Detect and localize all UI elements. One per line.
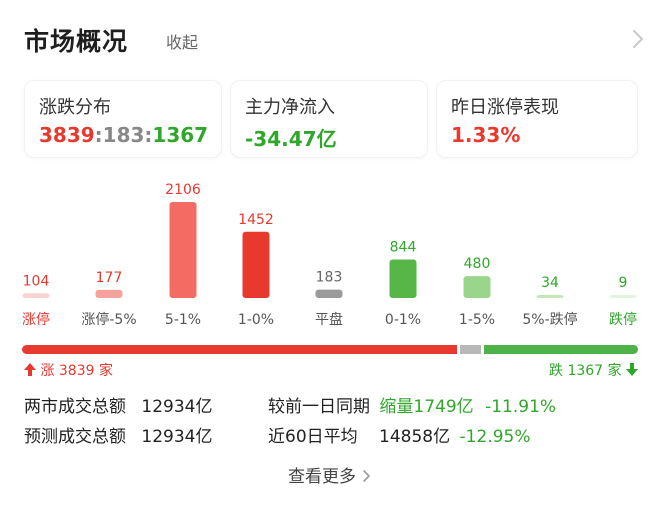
category-label-6: 1-5% — [459, 312, 495, 328]
turnover-value: 12934亿 — [141, 397, 213, 417]
bar-1 — [95, 289, 123, 298]
forecast-row: 预测成交总额 12934亿 — [24, 422, 213, 447]
category-label-3: 1-0% — [238, 312, 274, 328]
up-down-ratio-bar — [22, 345, 638, 354]
category-label-2: 5-1% — [165, 312, 201, 328]
chart-svg: 104 涨停 177 涨停-5% 2106 5-1% 1452 1-0% 183 平盘 844 0-1… — [22, 182, 637, 328]
compare-pct: -11.91% — [485, 397, 557, 417]
distribution-bar-chart: 104 涨停 177 涨停-5% 2106 5-1% 1452 1-0% 183 平盘 844 0-1… — [0, 170, 660, 340]
up-total-text: 涨 3839 家 — [40, 363, 113, 379]
avg60-pct: -12.95% — [459, 427, 531, 447]
bar-value-label-2: 2106 — [165, 182, 201, 198]
bar-value-label-4: 183 — [316, 270, 343, 286]
category-label-5: 0-1% — [385, 312, 421, 328]
forecast-label: 预测成交总额 — [24, 427, 126, 447]
category-label-0: 涨停 — [22, 311, 50, 328]
arrow-down-icon — [626, 363, 638, 376]
bar-3 — [242, 231, 270, 298]
bar-6 — [463, 276, 491, 298]
summary-cards: 涨跌分布 3839:183:1367 主力净流入 -34.47亿 昨日涨停表现 … — [24, 80, 638, 158]
bar-8 — [609, 295, 637, 298]
net-inflow-value: -34.47亿 — [245, 127, 337, 151]
separator: : — [94, 123, 103, 147]
distribution-card[interactable]: 涨跌分布 3839:183:1367 — [24, 80, 222, 158]
view-more-label: 查看更多 — [288, 467, 356, 487]
category-label-1: 涨停-5% — [81, 311, 136, 328]
arrow-up-icon — [24, 363, 36, 376]
category-label-8: 跌停 — [609, 311, 637, 328]
net-inflow-card[interactable]: 主力净流入 -34.47亿 — [230, 80, 428, 158]
down-ratio-segment — [484, 345, 638, 354]
view-more-button[interactable]: 查看更多 — [288, 462, 371, 487]
distribution-value: 3839:183:1367 — [39, 123, 208, 147]
avg60-label: 近60日平均 — [268, 427, 358, 447]
limit-up-performance-value: 1.33% — [451, 123, 521, 147]
separator: : — [144, 123, 153, 147]
bar-4 — [315, 289, 343, 298]
distribution-label: 涨跌分布 — [39, 97, 111, 118]
category-label-7: 5%-跌停 — [522, 311, 577, 328]
up-count: 3839 — [39, 123, 95, 147]
collapse-button[interactable]: 收起 — [166, 33, 199, 52]
turnover-row: 两市成交总额 12934亿 — [24, 392, 213, 417]
market-overview-header: 市场概况 收起 — [0, 0, 660, 78]
limit-up-performance-label: 昨日涨停表现 — [451, 97, 559, 118]
avg60-row: 近60日平均 14858亿 -12.95% — [268, 422, 531, 447]
down-count: 1367 — [152, 123, 209, 147]
compare-row: 较前一日同期 缩量1749亿 -11.91% — [268, 392, 556, 417]
net-inflow-label: 主力净流入 — [245, 97, 335, 118]
bar-value-label-0: 104 — [23, 273, 50, 289]
bar-value-label-7: 34 — [541, 275, 559, 291]
bar-value-label-5: 844 — [390, 240, 417, 256]
bar-value-label-1: 177 — [96, 270, 123, 286]
turnover-label: 两市成交总额 — [24, 397, 126, 417]
chevron-right-icon — [363, 470, 371, 482]
page-title: 市场概况 — [24, 27, 129, 56]
bar-2 — [169, 202, 197, 298]
forecast-value: 12934亿 — [141, 427, 213, 447]
limit-up-performance-card[interactable]: 昨日涨停表现 1.33% — [436, 80, 638, 158]
up-total-label: 涨 3839 家 — [24, 360, 113, 380]
compare-value: 1749亿 — [413, 397, 474, 417]
chevron-right-icon[interactable] — [628, 28, 648, 50]
compare-label: 较前一日同期 — [268, 397, 370, 417]
up-ratio-segment — [22, 345, 457, 354]
bar-value-label-6: 480 — [464, 256, 491, 272]
bar-7 — [536, 295, 564, 298]
down-total-text: 跌 1367 家 — [549, 363, 622, 379]
bar-0 — [22, 293, 50, 298]
down-total-label: 跌 1367 家 — [549, 360, 638, 380]
avg60-value: 14858亿 — [379, 427, 451, 447]
bar-5 — [389, 259, 417, 298]
flat-count: 183 — [102, 123, 145, 147]
compare-tag: 缩量 — [379, 397, 414, 417]
flat-ratio-segment — [460, 345, 481, 354]
bar-value-label-3: 1452 — [238, 212, 274, 228]
category-label-4: 平盘 — [315, 311, 343, 328]
bar-value-label-8: 9 — [619, 275, 628, 291]
